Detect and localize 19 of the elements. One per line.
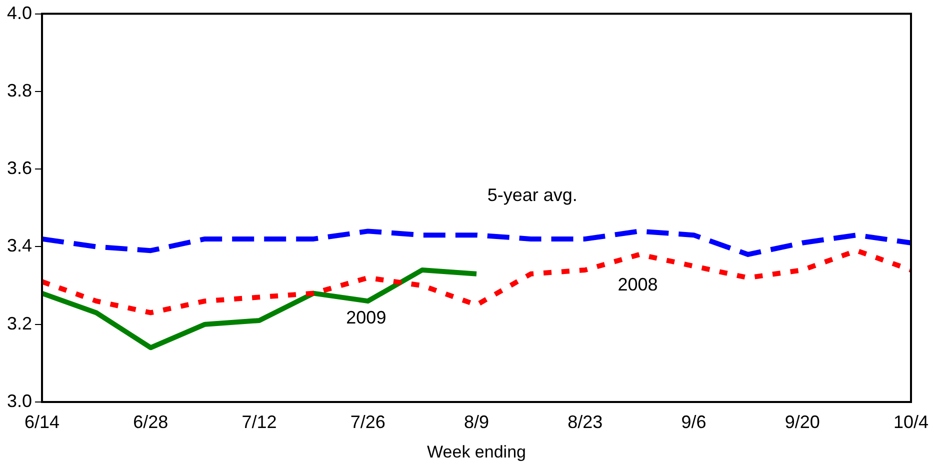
- x-tick-label: 7/26: [350, 412, 386, 432]
- y-tick-label: 3.0: [6, 390, 32, 411]
- series-label: 5-year avg.: [487, 185, 578, 206]
- x-tick-label: 7/12: [242, 412, 277, 432]
- x-axis-title: Week ending: [427, 442, 526, 462]
- y-tick-label: 3.2: [6, 313, 32, 334]
- y-tick-label: 3.8: [6, 80, 32, 100]
- x-tick-label: 9/6: [681, 412, 706, 432]
- x-tick-label: 6/14: [24, 412, 60, 432]
- x-tick-label: 9/20: [784, 412, 820, 432]
- x-tick-label: 10/4: [893, 412, 929, 432]
- y-tick-label: 4.0: [6, 2, 32, 23]
- y-tick-label: 3.6: [6, 158, 32, 178]
- series-label: 2009: [346, 308, 386, 328]
- x-tick-label: 8/9: [464, 412, 490, 432]
- series-label: 2008: [618, 274, 658, 295]
- x-tick-label: 8/23: [568, 412, 603, 432]
- x-tick-label: 6/28: [133, 412, 168, 432]
- y-tick-label: 3.4: [6, 236, 32, 256]
